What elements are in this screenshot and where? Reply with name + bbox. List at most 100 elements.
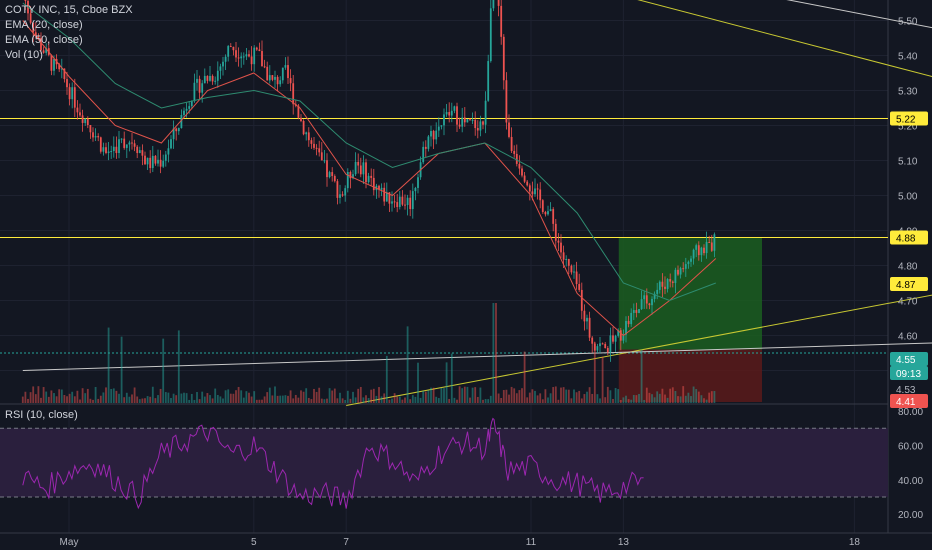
price-tick-label: 5.30 (898, 87, 918, 98)
candle-body (682, 268, 685, 270)
rsi-legend[interactable]: RSI (10, close) (5, 409, 78, 421)
price-tick-label: 5.20 (898, 122, 918, 133)
volume-bar (443, 388, 445, 403)
volume-bar (497, 393, 500, 403)
candle-body (227, 46, 230, 57)
legend-ema20[interactable]: EMA (20, close) (5, 19, 83, 31)
volume-bar (219, 396, 222, 403)
volume-bar (37, 386, 40, 403)
candle-body (157, 159, 159, 164)
candle-body (289, 78, 292, 84)
candle-body (76, 107, 79, 113)
candle-body (211, 75, 214, 82)
volume-bar (547, 397, 549, 403)
trend-line (22, 342, 932, 371)
candle-body (580, 289, 583, 311)
volume-bar (198, 399, 201, 403)
legend-symbol[interactable]: COTY INC, 15, Cboe BZX (5, 4, 133, 16)
candle-body (677, 269, 679, 275)
candle-body (531, 191, 534, 195)
candle-body (411, 191, 414, 210)
volume-bar (601, 356, 604, 403)
candle-body (284, 65, 287, 68)
volume-bar (570, 398, 573, 403)
volume-bar (612, 398, 614, 403)
candle-body (388, 192, 391, 204)
candle-body (255, 47, 258, 50)
candle-body (687, 261, 690, 265)
volume-bar (692, 386, 695, 403)
volume-bar (599, 398, 601, 403)
candle-body (315, 147, 318, 149)
long-position-loss (618, 349, 762, 402)
volume-bar (71, 391, 74, 403)
candle-body (154, 155, 157, 164)
volume-bar (505, 389, 508, 403)
volume-bar (432, 387, 435, 403)
candle-body (487, 61, 490, 101)
candle-body (123, 138, 126, 148)
volume-bar (112, 388, 115, 403)
candle-body (697, 245, 700, 256)
volume-bar (580, 398, 583, 403)
candle-body (292, 83, 295, 105)
volume-bar (554, 386, 557, 403)
volume-bar (320, 398, 323, 403)
volume-bar (271, 395, 274, 403)
volume-bar (227, 389, 230, 403)
volume-bar (328, 388, 331, 403)
volume-bar (409, 399, 412, 403)
price-tick-label: 4.60 (898, 332, 918, 343)
time-tick-label: May (60, 537, 79, 548)
volume-bar (518, 390, 521, 403)
volume-bar (159, 388, 162, 403)
price-tick-label: 4.80 (898, 262, 918, 273)
candle-body (164, 154, 167, 161)
volume-bar (466, 386, 469, 403)
legend-ema50[interactable]: EMA (50, close) (5, 34, 83, 46)
candle-body (417, 177, 419, 188)
volume-bar (484, 399, 487, 403)
volume-bar (229, 393, 232, 403)
candle-body (427, 136, 430, 149)
volume-bar (526, 397, 529, 403)
candle-body (690, 258, 692, 262)
candle-body (219, 66, 222, 71)
candle-body (201, 83, 204, 93)
candle-body (471, 119, 474, 121)
candle-body (84, 118, 87, 123)
legend-vol[interactable]: Vol (10) (5, 49, 43, 61)
volume-bar (250, 396, 253, 403)
volume-bar (315, 391, 318, 403)
candle-body (401, 196, 404, 205)
candle-body (193, 82, 196, 102)
volume-series (21, 303, 716, 403)
chart-legend: COTY INC, 15, Cboe BZX EMA (20, close) E… (5, 3, 133, 63)
volume-bar (32, 386, 35, 403)
candle-body (463, 117, 466, 123)
candle-body (339, 194, 341, 198)
candle-body (344, 188, 347, 196)
candle-body (159, 159, 162, 167)
candle-body (476, 128, 479, 131)
candle-body (235, 50, 237, 58)
candle-body (625, 320, 627, 335)
candle-body (170, 139, 172, 149)
volume-bar (188, 399, 191, 403)
volume-bar (349, 398, 352, 403)
volume-bar (604, 397, 607, 403)
candle-body (32, 22, 35, 33)
candle-body (534, 188, 536, 195)
volume-bar (666, 397, 669, 403)
volume-bar (346, 390, 349, 403)
candle-body (354, 161, 357, 175)
candle-body (245, 54, 248, 57)
volume-bar (224, 390, 227, 403)
volume-bar (645, 387, 648, 403)
volume-bar (53, 393, 55, 403)
candle-body (653, 293, 656, 299)
candle-body (695, 245, 698, 250)
candle-body (627, 320, 630, 325)
price-label-stop: 4.41 (896, 397, 916, 408)
